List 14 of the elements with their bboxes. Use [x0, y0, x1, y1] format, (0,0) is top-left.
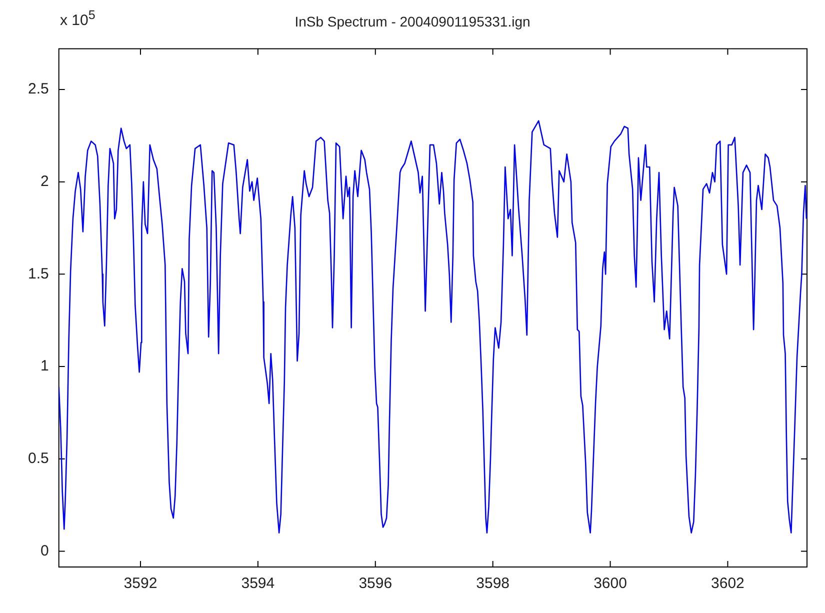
y-tick-label: 0.5 [28, 450, 49, 468]
x-tick-label: 3600 [594, 575, 627, 592]
x-tick-label: 3598 [476, 575, 510, 592]
y-tick-label: 1 [40, 358, 49, 375]
y-tick-label: 1.5 [28, 265, 49, 282]
y-tick-label: 2 [40, 172, 49, 190]
y-tick-label: 0 [40, 542, 49, 560]
text: x 10$^{5}$ [60, 8, 96, 29]
x-tick-label: 3596 [358, 575, 392, 592]
x-tick-label: 3602 [711, 575, 744, 592]
x-tick-label: 3594 [241, 575, 275, 592]
y-tick-label: 2.5 [28, 80, 49, 98]
chart-title: InSb Spectrum - 20040901195331.ign [294, 13, 530, 30]
x-tick-label: 3592 [124, 575, 158, 592]
